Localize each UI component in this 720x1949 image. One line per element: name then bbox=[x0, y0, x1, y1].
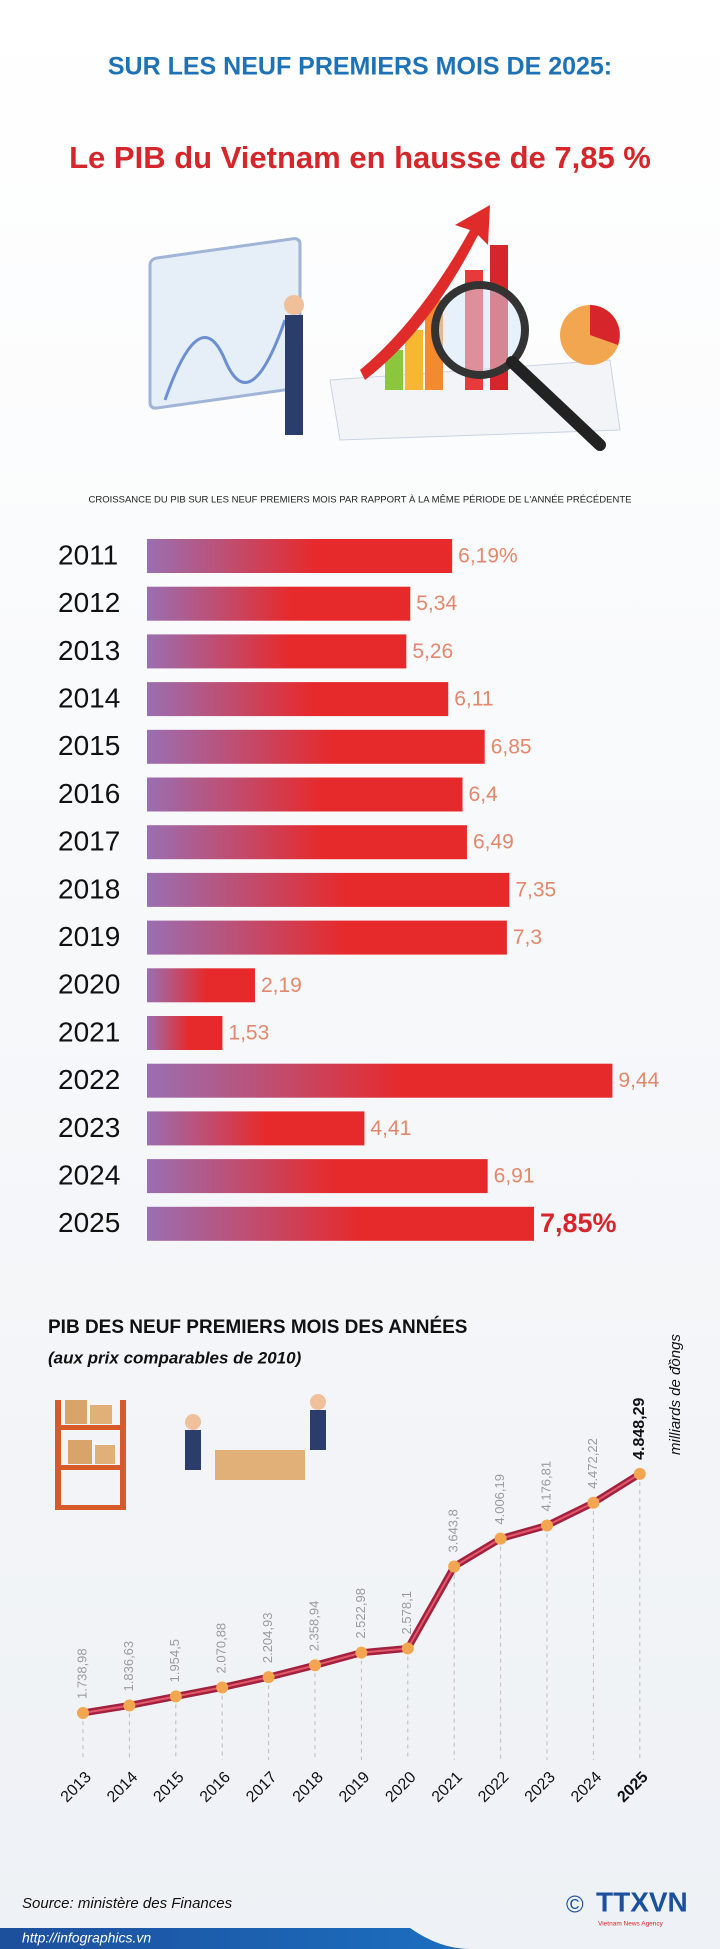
line-chart-title: PIB DES NEUF PREMIERS MOIS DES ANNÉES bbox=[48, 1316, 467, 1338]
category-label: 2012 bbox=[58, 587, 120, 618]
category-label: 2016 bbox=[58, 778, 120, 809]
point bbox=[77, 1706, 89, 1719]
value-label: 5,34 bbox=[416, 592, 457, 615]
value-label: 2.522,98 bbox=[353, 1588, 368, 1639]
value-label: 9,44 bbox=[618, 1069, 659, 1092]
bar bbox=[147, 634, 407, 669]
category-label: 2022 bbox=[58, 1064, 120, 1095]
bar bbox=[147, 729, 485, 764]
bar bbox=[147, 1159, 488, 1194]
bar bbox=[147, 968, 255, 1003]
unit-label: milliards de đồngs bbox=[667, 1334, 684, 1455]
bar-chart-title: CROISSANCE DU PIB SUR LES NEUF PREMIERS … bbox=[89, 495, 632, 506]
value-label: 2.070,88 bbox=[214, 1623, 229, 1674]
agency: Vietnam News Agency bbox=[598, 1921, 664, 1928]
point bbox=[169, 1690, 182, 1703]
value-label: 6,4 bbox=[469, 783, 499, 806]
category-label: 2023 bbox=[58, 1112, 120, 1143]
value-label: 4.848,29 bbox=[631, 1397, 648, 1459]
bar bbox=[147, 1206, 535, 1241]
value-label: 1.738,98 bbox=[74, 1648, 89, 1699]
bar bbox=[147, 1063, 613, 1098]
value-label: 2,19 bbox=[261, 974, 302, 997]
logo: TTXVN bbox=[596, 1886, 688, 1917]
main-title: Le PIB du Vietnam en hausse de 7,85 % bbox=[69, 140, 651, 175]
bar bbox=[147, 920, 507, 955]
point bbox=[401, 1642, 414, 1655]
point bbox=[309, 1659, 321, 1672]
copyright: © bbox=[566, 1891, 584, 1918]
value-label: 5,26 bbox=[412, 640, 453, 663]
value-label: 2.204,93 bbox=[260, 1613, 275, 1664]
value-label: 6,85 bbox=[491, 735, 532, 758]
value-label: 4.472,22 bbox=[585, 1438, 600, 1489]
bar bbox=[147, 825, 467, 860]
bar bbox=[147, 539, 453, 573]
source: Source: ministère des Finances bbox=[22, 1895, 233, 1912]
category-label: 2019 bbox=[58, 921, 120, 952]
point bbox=[541, 1519, 553, 1532]
value-label: 7,35 bbox=[515, 878, 556, 901]
bar bbox=[147, 682, 449, 717]
line-chart-subtitle: (aux prix comparables de 2010) bbox=[48, 1348, 302, 1367]
value-label: 3.643,8 bbox=[446, 1509, 461, 1552]
value-label: 4,41 bbox=[370, 1117, 411, 1140]
point bbox=[216, 1681, 229, 1694]
illustration bbox=[148, 205, 621, 451]
url: http://infographics.vn bbox=[22, 1930, 151, 1946]
value-label: 1.836,63 bbox=[121, 1641, 136, 1692]
value-label: 6,49 bbox=[473, 831, 514, 854]
category-label: 2025 bbox=[58, 1207, 120, 1238]
value-label: 4.006,19 bbox=[492, 1474, 507, 1525]
value-label: 6,91 bbox=[494, 1165, 535, 1188]
point bbox=[494, 1532, 507, 1545]
point bbox=[587, 1496, 600, 1509]
category-label: 2013 bbox=[58, 635, 120, 666]
point bbox=[123, 1699, 136, 1712]
value-label: 7,3 bbox=[513, 926, 542, 949]
value-label: 1,53 bbox=[228, 1022, 269, 1045]
category-label: 2021 bbox=[58, 1016, 120, 1047]
value-label: 7,85% bbox=[540, 1208, 617, 1238]
value-label: 2.358,94 bbox=[306, 1601, 321, 1652]
bar bbox=[147, 1016, 223, 1050]
value-label: 6,19% bbox=[458, 545, 518, 568]
bar bbox=[147, 1111, 365, 1146]
bar bbox=[147, 777, 463, 812]
category-label: 2018 bbox=[58, 873, 120, 904]
bar bbox=[147, 586, 411, 621]
point bbox=[448, 1560, 461, 1573]
category-label: 2014 bbox=[58, 682, 120, 713]
category-label: 2015 bbox=[58, 730, 120, 761]
category-label: 2024 bbox=[58, 1159, 120, 1190]
kicker: SUR LES NEUF PREMIERS MOIS DE 2025: bbox=[108, 53, 612, 81]
category-label: 2020 bbox=[58, 969, 120, 1000]
warehouse-illustration bbox=[55, 1394, 326, 1510]
category-label: 2011 bbox=[58, 539, 118, 570]
bar-chart: 2011 6,19% 2012 5,34 2013 5,26 2014 6,11 2015 6,8… bbox=[58, 539, 660, 1241]
value-label: 6,11 bbox=[454, 688, 493, 711]
footer-bar bbox=[0, 1928, 470, 1949]
value-label: 2.578,1 bbox=[399, 1591, 414, 1634]
point bbox=[262, 1671, 275, 1684]
point bbox=[633, 1467, 646, 1480]
value-label: 4.176,81 bbox=[538, 1461, 553, 1512]
value-label: 1.954,5 bbox=[167, 1639, 182, 1682]
category-label: 2017 bbox=[58, 826, 120, 857]
point bbox=[355, 1646, 368, 1659]
bar bbox=[147, 872, 510, 907]
